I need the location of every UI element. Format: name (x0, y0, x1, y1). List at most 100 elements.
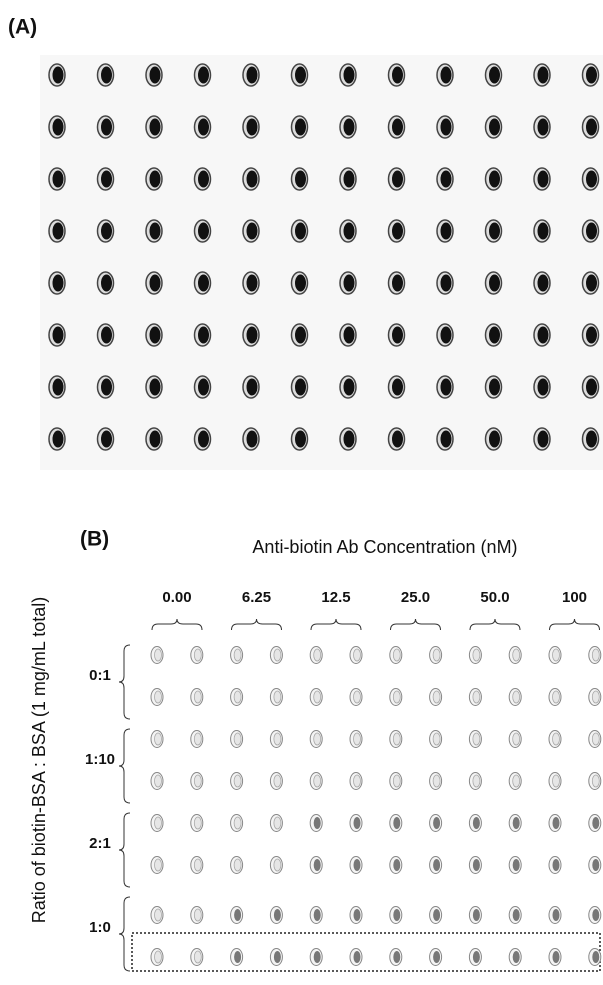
spot-core (274, 909, 281, 921)
spot-core (538, 379, 549, 396)
spot-core (234, 951, 241, 963)
spot-core (489, 67, 500, 84)
spot-core (354, 691, 361, 703)
spot-core (538, 67, 549, 84)
spot-core (155, 649, 162, 661)
spot-core (392, 275, 403, 292)
spot-core (513, 775, 520, 787)
spot-core (101, 223, 112, 240)
column-brace (311, 619, 361, 630)
spot-core (150, 275, 161, 292)
spot-core (314, 649, 321, 661)
spot-core (586, 171, 597, 188)
spot-core (344, 67, 355, 84)
spot-core (274, 733, 281, 745)
spot-core (553, 859, 560, 871)
spot-core (314, 909, 321, 921)
spot-core (155, 859, 162, 871)
spot-core (53, 379, 64, 396)
spot-core (513, 909, 520, 921)
spot-core (314, 859, 321, 871)
spot-core (513, 733, 520, 745)
spot-core (198, 223, 209, 240)
spot-core (194, 909, 201, 921)
column-label: 12.5 (321, 589, 350, 606)
spot-core (198, 275, 209, 292)
panel-a-background (40, 55, 603, 470)
spot-core (295, 223, 306, 240)
column-brace (152, 619, 202, 630)
spot-core (473, 733, 480, 745)
spot-core (586, 67, 597, 84)
spot-core (441, 67, 452, 84)
spot-core (553, 909, 560, 921)
spot-core (101, 171, 112, 188)
spot-core (489, 171, 500, 188)
spot-core (538, 223, 549, 240)
spot-core (53, 119, 64, 136)
spot-core (344, 379, 355, 396)
spot-core (433, 775, 440, 787)
spot-core (198, 67, 209, 84)
spot-core (393, 733, 400, 745)
spot-core (53, 431, 64, 448)
spot-core (101, 67, 112, 84)
panel-b-title: Anti-biotin Ab Concentration (nM) (252, 537, 517, 557)
row-brace (119, 813, 130, 887)
spot-core (586, 275, 597, 292)
row-label: 2:1 (89, 835, 111, 852)
spot-core (592, 775, 599, 787)
spot-core (101, 379, 112, 396)
spot-core (538, 275, 549, 292)
spot-core (194, 859, 201, 871)
row-brace (119, 645, 130, 719)
spot-core (441, 275, 452, 292)
spot-core (194, 951, 201, 963)
column-label: 50.0 (480, 589, 509, 606)
spot-core (234, 909, 241, 921)
spot-core (344, 119, 355, 136)
spot-core (295, 327, 306, 344)
spot-core (592, 733, 599, 745)
spot-core (489, 379, 500, 396)
spot-core (155, 951, 162, 963)
spot-core (393, 691, 400, 703)
spot-core (194, 691, 201, 703)
spot-core (247, 67, 258, 84)
spot-core (473, 817, 480, 829)
spot-core (247, 431, 258, 448)
spot-core (274, 859, 281, 871)
spot-core (433, 859, 440, 871)
spot-core (295, 431, 306, 448)
spot-core (150, 171, 161, 188)
spot-core (53, 67, 64, 84)
spot-core (101, 275, 112, 292)
spot-core (393, 817, 400, 829)
spot-core (234, 733, 241, 745)
spot-core (234, 775, 241, 787)
spot-core (150, 431, 161, 448)
panel-b-label: (B) (80, 528, 109, 551)
spot-core (295, 275, 306, 292)
spot-core (155, 775, 162, 787)
spot-core (433, 649, 440, 661)
spot-core (101, 119, 112, 136)
spot-core (393, 649, 400, 661)
spot-core (234, 649, 241, 661)
spot-core (592, 691, 599, 703)
spot-core (354, 909, 361, 921)
spot-core (433, 691, 440, 703)
spot-core (592, 909, 599, 921)
spot-core (433, 909, 440, 921)
spot-core (473, 951, 480, 963)
spot-core (392, 223, 403, 240)
spot-core (198, 327, 209, 344)
spot-core (441, 119, 452, 136)
spot-core (314, 691, 321, 703)
spot-core (314, 733, 321, 745)
spot-core (150, 223, 161, 240)
spot-core (433, 733, 440, 745)
spot-core (354, 775, 361, 787)
spot-core (513, 649, 520, 661)
spot-core (53, 171, 64, 188)
